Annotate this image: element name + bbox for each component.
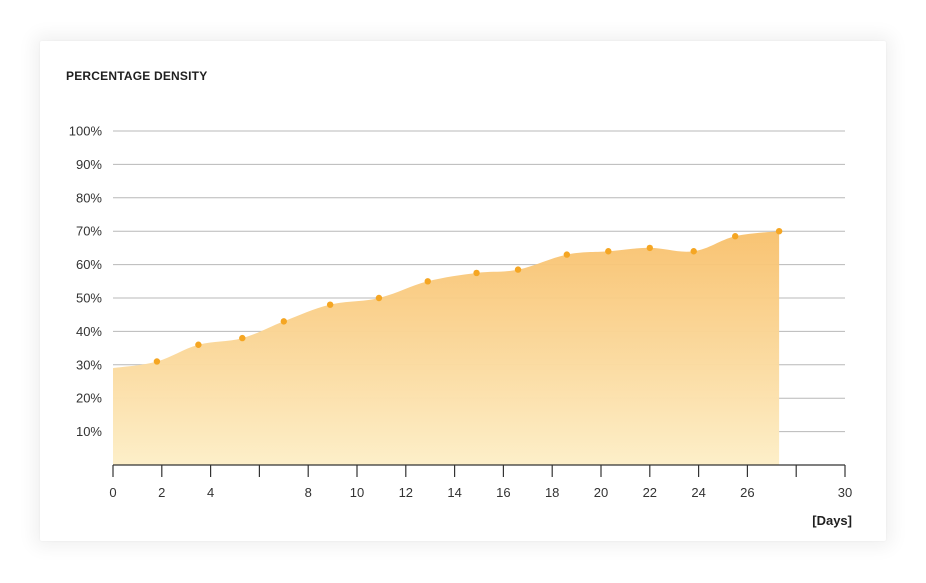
data-point bbox=[326, 301, 334, 308]
data-point bbox=[690, 248, 697, 255]
x-tick-label: 10 bbox=[350, 485, 364, 500]
x-tick-label: 30 bbox=[838, 485, 852, 500]
data-point bbox=[605, 248, 612, 255]
x-tick-label: 8 bbox=[305, 485, 312, 500]
y-tick-label: 40% bbox=[76, 324, 102, 339]
data-point bbox=[280, 318, 287, 325]
data-point bbox=[424, 278, 431, 285]
x-tick-label: 20 bbox=[594, 485, 608, 500]
y-tick-label: 100% bbox=[69, 124, 103, 139]
x-tick-label: 16 bbox=[496, 485, 510, 500]
data-points bbox=[153, 228, 783, 365]
y-tick-label: 60% bbox=[76, 257, 102, 272]
y-tick-label: 20% bbox=[76, 391, 102, 406]
x-tick-label: 24 bbox=[691, 485, 705, 500]
x-tick-label: 2 bbox=[158, 485, 165, 500]
x-tick-label: 22 bbox=[643, 485, 657, 500]
data-point bbox=[646, 244, 653, 252]
area-fill bbox=[113, 231, 780, 465]
y-tick-label: 30% bbox=[76, 357, 102, 372]
y-tick-label: 50% bbox=[76, 291, 102, 306]
x-tick-label: 14 bbox=[447, 485, 461, 500]
data-point bbox=[195, 341, 202, 348]
data-point bbox=[375, 294, 383, 302]
x-axis-unit-label: [Days] bbox=[812, 513, 852, 528]
data-point bbox=[514, 266, 522, 273]
data-point bbox=[153, 358, 161, 365]
y-tick-label: 70% bbox=[76, 224, 102, 239]
data-point bbox=[563, 251, 571, 258]
data-point bbox=[239, 334, 246, 342]
data-point bbox=[775, 228, 783, 235]
x-tick-label: 4 bbox=[207, 485, 214, 500]
x-tick-label: 26 bbox=[740, 485, 754, 500]
data-point bbox=[732, 233, 739, 240]
x-axis-labels: 0 2 4 8 10 12 14 16 18 20 22 24 26 30 bbox=[109, 485, 852, 500]
x-tick-label: 0 bbox=[109, 485, 116, 500]
x-tick-label: 12 bbox=[399, 485, 413, 500]
chart-title: PERCENTAGE DENSITY bbox=[66, 69, 208, 83]
y-tick-label: 10% bbox=[76, 424, 102, 439]
y-tick-label: 90% bbox=[76, 157, 102, 172]
x-tick-label: 18 bbox=[545, 485, 559, 500]
y-tick-label: 80% bbox=[76, 190, 102, 205]
x-axis bbox=[112, 464, 846, 477]
y-axis-labels: 10% 20% 30% 40% 50% 60% 70% 80% 90% 100% bbox=[69, 124, 103, 440]
data-point bbox=[473, 269, 480, 277]
